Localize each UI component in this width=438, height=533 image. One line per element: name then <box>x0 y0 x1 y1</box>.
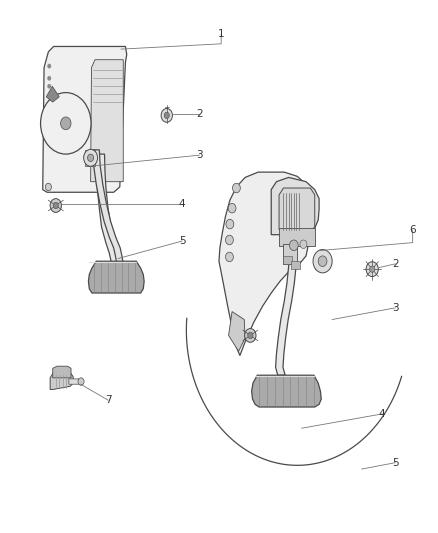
Circle shape <box>88 154 94 161</box>
Polygon shape <box>93 150 123 264</box>
Polygon shape <box>96 154 121 269</box>
Text: 4: 4 <box>179 199 185 209</box>
Circle shape <box>318 256 327 266</box>
Text: 4: 4 <box>379 409 385 419</box>
Circle shape <box>245 328 256 342</box>
Circle shape <box>47 76 51 80</box>
Polygon shape <box>88 261 144 293</box>
Circle shape <box>161 109 173 122</box>
Polygon shape <box>46 86 59 102</box>
Circle shape <box>41 93 91 154</box>
Polygon shape <box>53 366 71 378</box>
Text: 5: 5 <box>392 458 399 467</box>
Circle shape <box>226 235 233 245</box>
Bar <box>291 261 300 269</box>
Polygon shape <box>50 374 73 390</box>
Text: 2: 2 <box>196 109 203 119</box>
Circle shape <box>53 203 58 209</box>
Polygon shape <box>252 375 321 407</box>
Polygon shape <box>271 177 319 235</box>
Circle shape <box>226 252 233 262</box>
Polygon shape <box>276 236 296 375</box>
Polygon shape <box>85 150 95 166</box>
Circle shape <box>60 117 71 130</box>
Circle shape <box>47 84 51 88</box>
Polygon shape <box>43 46 127 192</box>
Polygon shape <box>279 228 315 246</box>
Circle shape <box>84 149 98 166</box>
Text: 3: 3 <box>196 150 203 160</box>
Circle shape <box>228 204 236 213</box>
Bar <box>315 253 322 269</box>
Text: 5: 5 <box>179 236 185 246</box>
Circle shape <box>233 183 240 193</box>
Text: 2: 2 <box>392 259 399 269</box>
Polygon shape <box>219 172 311 356</box>
Text: 7: 7 <box>105 395 111 405</box>
Circle shape <box>226 219 234 229</box>
Circle shape <box>78 378 84 385</box>
Circle shape <box>47 64 51 68</box>
Circle shape <box>300 240 307 248</box>
Circle shape <box>164 112 170 118</box>
Circle shape <box>370 266 375 272</box>
Circle shape <box>46 183 51 191</box>
Polygon shape <box>283 244 297 264</box>
Polygon shape <box>91 60 123 182</box>
Bar <box>283 256 292 264</box>
Polygon shape <box>69 379 80 384</box>
Text: 3: 3 <box>392 303 399 313</box>
Circle shape <box>366 262 378 277</box>
Circle shape <box>50 199 61 213</box>
Polygon shape <box>279 188 315 232</box>
Circle shape <box>313 249 332 273</box>
Polygon shape <box>229 312 245 351</box>
Text: 1: 1 <box>218 29 225 39</box>
Circle shape <box>290 240 298 251</box>
Text: 6: 6 <box>410 225 416 236</box>
Circle shape <box>248 332 253 338</box>
